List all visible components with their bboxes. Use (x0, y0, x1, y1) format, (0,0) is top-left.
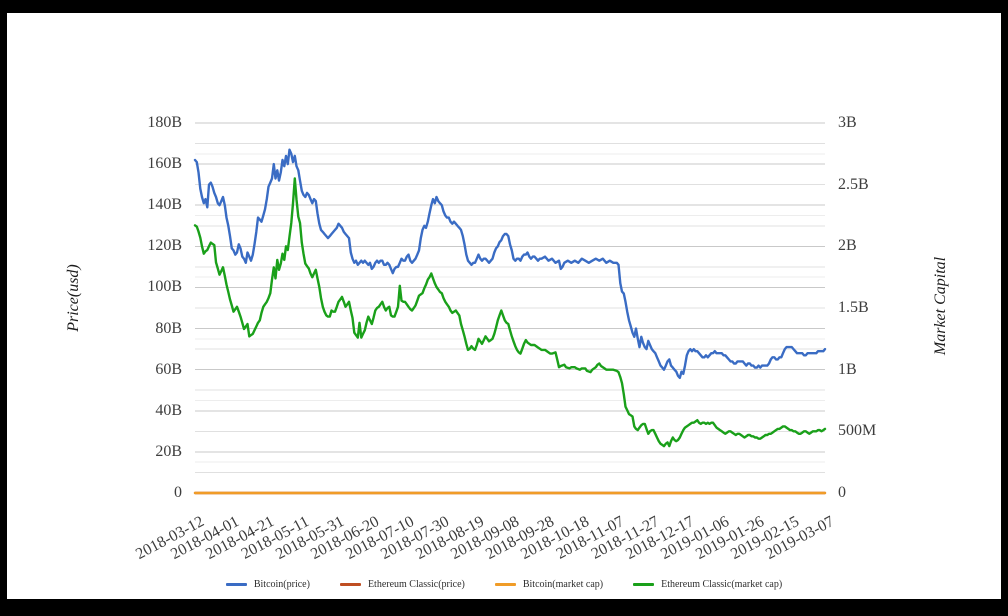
legend-item-bitcoin-price-[interactable]: Bitcoin(price) (225, 578, 310, 590)
legend-item-bitcoin-market-cap-[interactable]: Bitcoin(market cap) (494, 578, 604, 590)
y-left-tick-label: 60B (155, 360, 182, 378)
gridlines (195, 122, 825, 494)
y-left-tick-label: 20B (155, 442, 182, 460)
y-left-tick-label: 120B (147, 237, 182, 255)
y-left-tick-label: 0 (174, 484, 182, 501)
y-right-tick-label: 1B (838, 360, 857, 378)
legend-item-ethereum-classic-market-cap-[interactable]: Ethereum Classic(market cap) (633, 579, 782, 590)
y-left-axis-title: Price(usd) (65, 264, 82, 332)
y-right-tick-label: 3B (838, 114, 857, 131)
legend-item-ethereum-classic-price-[interactable]: Ethereum Classic(price) (339, 578, 465, 590)
legend-item-label: Bitcoin(price) (253, 578, 310, 590)
legend: Bitcoin(price) Ethereum Classic(price) Bit… (7, 575, 1001, 593)
legend-swatch-icon (633, 582, 655, 586)
y-right-tick-label: 0 (838, 484, 846, 501)
legend-item-label: Bitcoin(market cap) (522, 578, 604, 590)
series-line-ethereum-classic-market-cap-[interactable] (193, 177, 827, 448)
y-left-tick-label: 180B (147, 114, 182, 131)
y-right-tick-label: 500M (838, 422, 877, 440)
chart-canvas: 0 20B 40B 60B 80B 100B 120B 140B 160B 180B 0 500M 1… (7, 13, 1001, 599)
legend-swatch-icon (494, 582, 516, 586)
y-left-tick-label: 160B (147, 155, 182, 173)
legend-item-label: Ethereum Classic(price) (367, 578, 465, 590)
y-left-tick-label: 40B (155, 401, 182, 419)
legend-item-label: Ethereum Classic(market cap) (661, 578, 783, 590)
series-lines (193, 148, 827, 495)
y-right-tick-label: 1.5B (838, 299, 869, 316)
y-right-tick-label: 2B (838, 237, 857, 255)
legend-swatch-icon (339, 582, 361, 586)
y-right-axis-title: Market Capital (932, 256, 949, 356)
series-line-bitcoin-price-[interactable] (193, 148, 827, 380)
y-left-tick-label: 140B (147, 196, 182, 214)
plot-area[interactable] (7, 13, 1001, 599)
y-right-tick-label: 2.5B (838, 175, 869, 193)
y-left-tick-label: 100B (147, 278, 182, 296)
y-left-tick-label: 80B (155, 319, 182, 337)
legend-swatch-icon (225, 582, 247, 586)
